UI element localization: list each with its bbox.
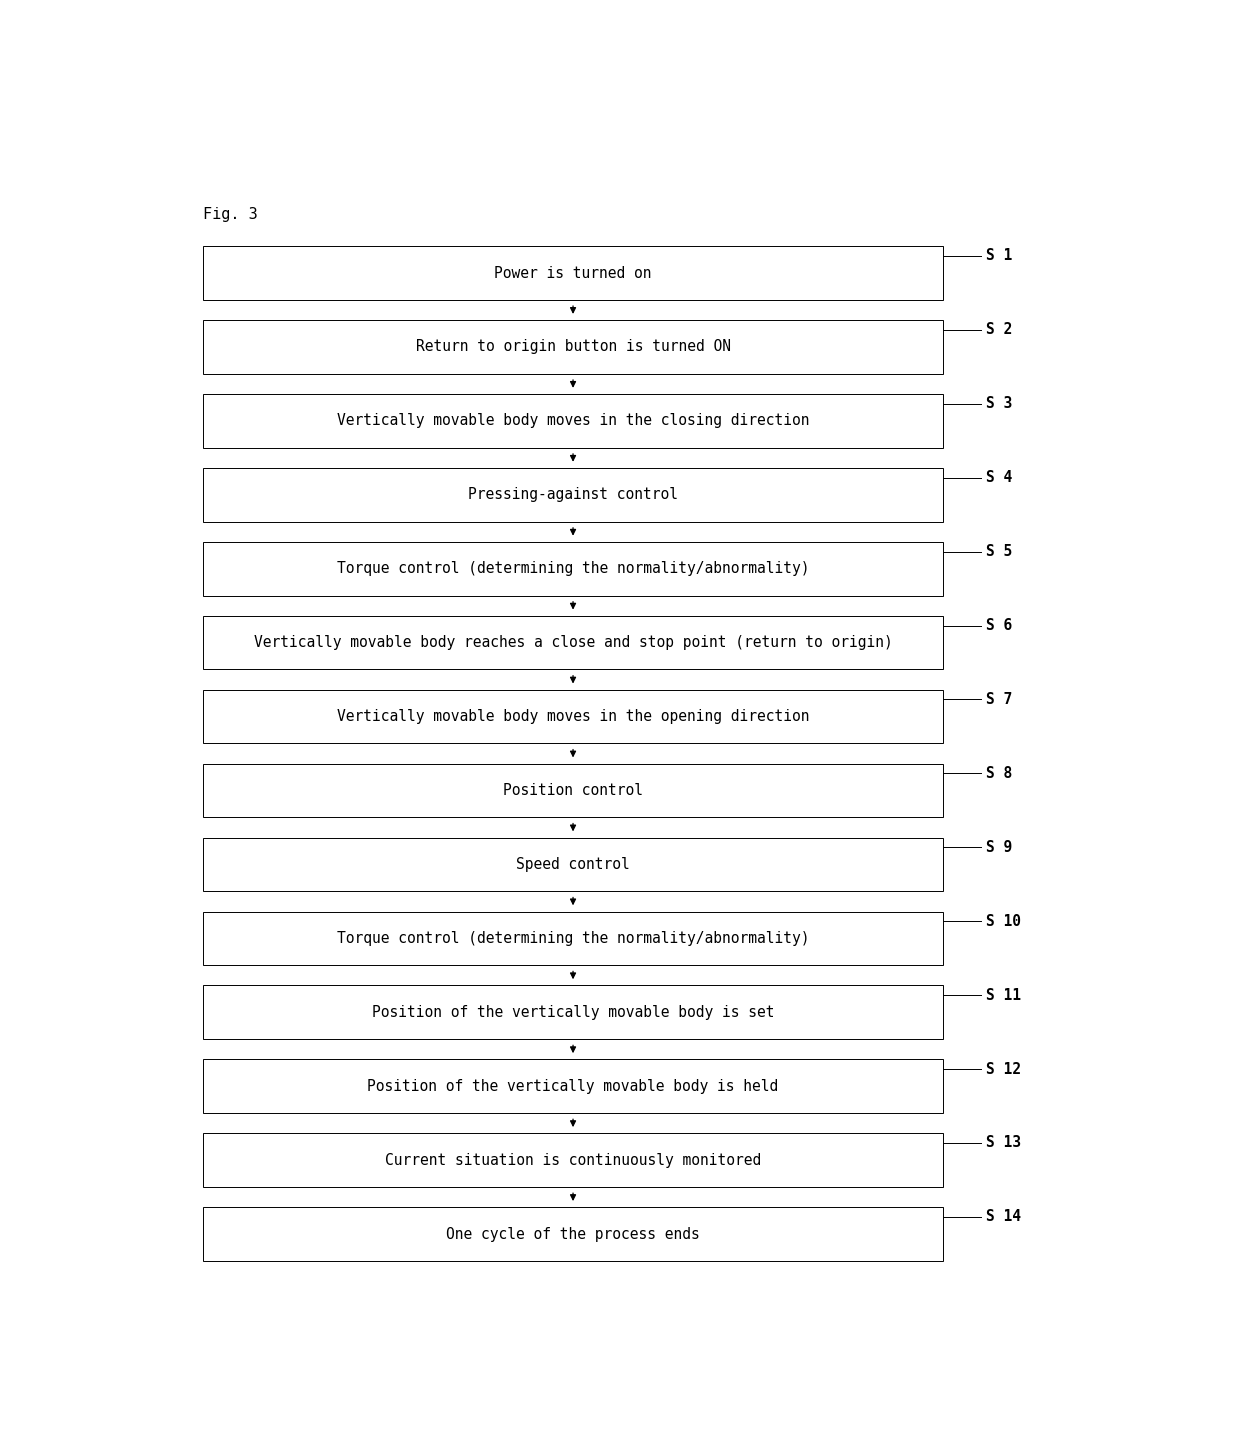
Bar (203, 542, 942, 595)
Text: Current situation is continuously monitored: Current situation is continuously monito… (384, 1153, 761, 1167)
Text: S 8: S 8 (986, 766, 1013, 780)
Bar (203, 837, 942, 891)
Text: S 2: S 2 (986, 323, 1013, 337)
Bar (203, 246, 942, 300)
Text: S 6: S 6 (986, 618, 1013, 633)
Bar (203, 763, 942, 817)
Text: Power is turned on: Power is turned on (495, 265, 652, 281)
Text: Return to origin button is turned ON: Return to origin button is turned ON (415, 339, 730, 355)
Text: S 13: S 13 (986, 1135, 1022, 1151)
Bar (203, 689, 942, 743)
Text: S 12: S 12 (986, 1061, 1022, 1076)
Text: One cycle of the process ends: One cycle of the process ends (446, 1226, 699, 1241)
Bar (203, 615, 942, 669)
Text: Torque control (determining the normality/abnormality): Torque control (determining the normalit… (337, 931, 810, 946)
Text: Vertically movable body moves in the closing direction: Vertically movable body moves in the clo… (337, 413, 810, 429)
Text: Position of the vertically movable body is held: Position of the vertically movable body … (367, 1079, 779, 1093)
Text: S 9: S 9 (986, 840, 1013, 854)
Text: S 11: S 11 (986, 988, 1022, 1002)
Bar (203, 912, 942, 966)
Bar (203, 1208, 942, 1261)
Bar (203, 986, 942, 1040)
Bar (203, 394, 942, 447)
Text: S 10: S 10 (986, 914, 1022, 928)
Text: S 3: S 3 (986, 397, 1013, 411)
Text: Torque control (determining the normality/abnormality): Torque control (determining the normalit… (337, 562, 810, 576)
Bar (203, 1060, 942, 1114)
Text: Pressing-against control: Pressing-against control (467, 488, 678, 502)
Text: Speed control: Speed control (516, 857, 630, 872)
Text: S 5: S 5 (986, 544, 1013, 559)
Text: S 7: S 7 (986, 692, 1013, 707)
Text: Position control: Position control (503, 783, 644, 798)
Text: Vertically movable body reaches a close and stop point (return to origin): Vertically movable body reaches a close … (254, 636, 893, 650)
Text: S 14: S 14 (986, 1209, 1022, 1225)
Text: S 4: S 4 (986, 471, 1013, 485)
Text: Fig. 3: Fig. 3 (203, 207, 258, 222)
Bar (203, 320, 942, 374)
Text: Position of the vertically movable body is set: Position of the vertically movable body … (372, 1005, 774, 1019)
Bar (203, 468, 942, 521)
Text: S 1: S 1 (986, 249, 1013, 264)
Bar (203, 1134, 942, 1187)
Text: Vertically movable body moves in the opening direction: Vertically movable body moves in the ope… (337, 710, 810, 724)
